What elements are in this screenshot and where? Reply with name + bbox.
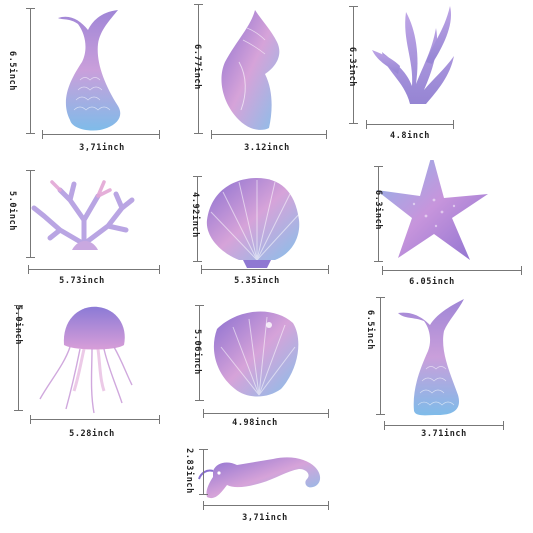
sticker-starfish: 6.3inch 6.05inch	[354, 160, 533, 295]
sticker-coral: 5.0inch 5.73inch	[0, 160, 177, 295]
scallop-shell-width-label: 5.35inch	[234, 276, 280, 286]
scallop-shell-icon	[206, 178, 302, 268]
starfish-height-label: 6.3inch	[373, 189, 383, 231]
clam-shell-icon	[213, 311, 299, 397]
jellyfish-icon	[39, 306, 133, 414]
sticker-conch-shell: 6.77inch 3.12inch	[177, 0, 354, 160]
clam-shell-width-label: 4.98inch	[232, 418, 278, 428]
jellyfish-width-label: 5.28inch	[69, 429, 115, 439]
conch-shell-icon	[221, 10, 280, 130]
sticker-mermaid-tail-2: 6.5inch 3.71inch	[354, 295, 533, 445]
sticker-seahorse: 2.83inch 3,71inch	[177, 435, 354, 533]
jellyfish-height-label: 5.0inch	[13, 304, 23, 346]
sticker-clam-shell: 5.06inch 4.98inch	[177, 295, 354, 435]
coral-height-label: 5.0inch	[7, 190, 17, 232]
mermaid-tail-icon	[58, 10, 121, 131]
seahorse-icon	[198, 457, 321, 499]
starfish-width-label: 6.05inch	[409, 277, 455, 287]
seaweed-width-label: 4.8inch	[389, 131, 431, 141]
sticker-scallop-shell: 4.92inch 5.35inch	[177, 160, 354, 295]
mermaid-tail-width-label: 3,71inch	[79, 143, 125, 153]
seaweed-icon	[372, 6, 454, 104]
sticker-seaweed: 6.3inch 4.8inch	[347, 0, 533, 160]
mermaid-tail-icon	[398, 299, 464, 416]
coral-width-label: 5.73inch	[59, 276, 105, 286]
conch-shell-height-label: 6.77inch	[192, 44, 202, 90]
seahorse-height-label: 2.83inch	[184, 448, 194, 494]
mermaid-tail-2-height-label: 6.5inch	[365, 309, 375, 351]
mermaid-tail-2-width-label: 3.71inch	[421, 429, 467, 439]
starfish-icon	[376, 160, 488, 260]
coral-icon	[31, 180, 135, 250]
seaweed-height-label: 6.3inch	[347, 46, 357, 88]
sticker-mermaid-tail: 6.5inch 3,71inch	[0, 0, 177, 160]
sticker-jellyfish: 5.0inch 5.28inch	[0, 295, 177, 445]
clam-shell-height-label: 5.06inch	[192, 329, 202, 375]
seahorse-width-label: 3,71inch	[242, 513, 288, 523]
scallop-shell-height-label: 4.92inch	[190, 192, 200, 238]
conch-shell-width-label: 3.12inch	[244, 143, 290, 153]
mermaid-tail-height-label: 6.5inch	[7, 50, 17, 92]
